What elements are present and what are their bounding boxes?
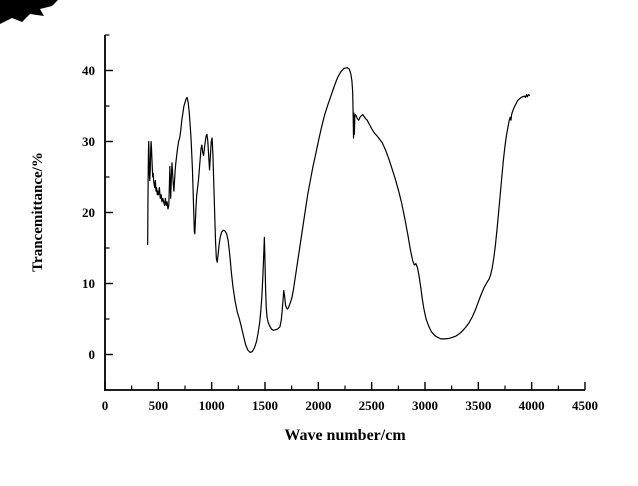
scan-artifact-corner — [0, 0, 58, 24]
spectrum-line — [147, 67, 531, 353]
x-tick-label: 0 — [102, 398, 109, 413]
y-tick-label: 30 — [82, 134, 95, 149]
x-tick-label: 1500 — [252, 398, 278, 413]
x-tick-label: 2000 — [305, 398, 331, 413]
y-tick-label: 10 — [82, 276, 95, 291]
axis-ticks — [104, 34, 586, 391]
y-tick-label: 40 — [82, 63, 95, 78]
y-tick-label: 0 — [89, 347, 96, 362]
x-tick-label: 4000 — [519, 398, 545, 413]
axes — [104, 35, 585, 391]
axis-tick-labels: 0 500 1000 1500 2000 2500 3000 3500 4000 4500 0 10 2… — [82, 63, 598, 413]
x-tick-label: 1000 — [199, 398, 225, 413]
x-tick-label: 3500 — [465, 398, 491, 413]
x-tick-label: 2500 — [359, 398, 385, 413]
x-axis-title: Wave number/cm — [284, 427, 406, 444]
x-tick-label: 4500 — [572, 398, 598, 413]
x-tick-label: 3000 — [412, 398, 438, 413]
x-tick-label: 500 — [149, 398, 169, 413]
y-tick-label: 20 — [82, 205, 95, 220]
y-axis-title: Trancemittance/% — [30, 152, 46, 272]
